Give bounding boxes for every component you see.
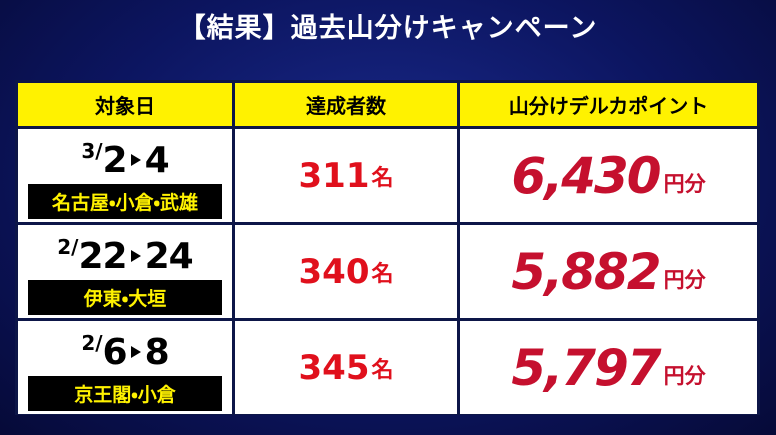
- points-value: 5,882: [511, 242, 661, 301]
- date-cell: 2/6 8 京王閣・小倉: [18, 321, 232, 414]
- count-cell: 311 名: [235, 129, 457, 222]
- date-month: 2/: [81, 331, 103, 355]
- venue: 伊東・大垣: [28, 280, 222, 315]
- points-cell: 5,797 円分: [460, 321, 757, 414]
- date-cell: 3/2 4 名古屋・小倉・武雄: [18, 129, 232, 222]
- count-unit: 名: [371, 261, 394, 287]
- date-month: 2/: [57, 235, 79, 259]
- points-unit: 円分: [663, 363, 706, 388]
- points-value: 5,797: [511, 338, 661, 397]
- points-unit: 円分: [663, 171, 706, 196]
- points-cell: 6,430 円分: [460, 129, 757, 222]
- date-start: 2: [102, 140, 128, 181]
- date: 2/22 24: [18, 235, 232, 277]
- date: 2/6 8: [18, 331, 232, 373]
- range-arrow: [130, 250, 141, 262]
- range-arrow: [130, 154, 141, 166]
- date-cell: 2/22 24 伊東・大垣: [18, 225, 232, 318]
- count-unit: 名: [371, 357, 394, 383]
- count-cell: 340 名: [235, 225, 457, 318]
- date-end: 8: [144, 332, 170, 373]
- count-value: 311: [298, 155, 370, 196]
- date-end: 24: [144, 236, 194, 277]
- count-unit: 名: [371, 165, 394, 191]
- header-cell: 達成者数: [235, 83, 457, 126]
- date-month: 3/: [81, 139, 103, 163]
- date-end: 4: [144, 140, 170, 181]
- points-value: 6,430: [511, 146, 661, 205]
- range-arrow: [130, 346, 141, 358]
- date: 3/2 4: [18, 139, 232, 181]
- points-unit: 円分: [663, 267, 706, 292]
- date-start: 6: [102, 332, 128, 373]
- points-cell: 5,882 円分: [460, 225, 757, 318]
- header-cell: 山分けデルカポイント: [460, 83, 757, 126]
- count-value: 340: [298, 251, 370, 292]
- date-start: 22: [78, 236, 128, 277]
- title: 【結果】過去山分けキャンペーン: [178, 13, 598, 44]
- venue: 名古屋・小倉・武雄: [28, 184, 222, 219]
- header-cell: 対象日: [18, 83, 232, 126]
- results-table: 対象日 達成者数 山分けデルカポイント 3/2 4 名古屋・小倉・武雄 311 名 6,430 円…: [15, 80, 760, 415]
- count-cell: 345 名: [235, 321, 457, 414]
- venue: 京王閣・小倉: [28, 376, 222, 411]
- count-value: 345: [298, 347, 370, 388]
